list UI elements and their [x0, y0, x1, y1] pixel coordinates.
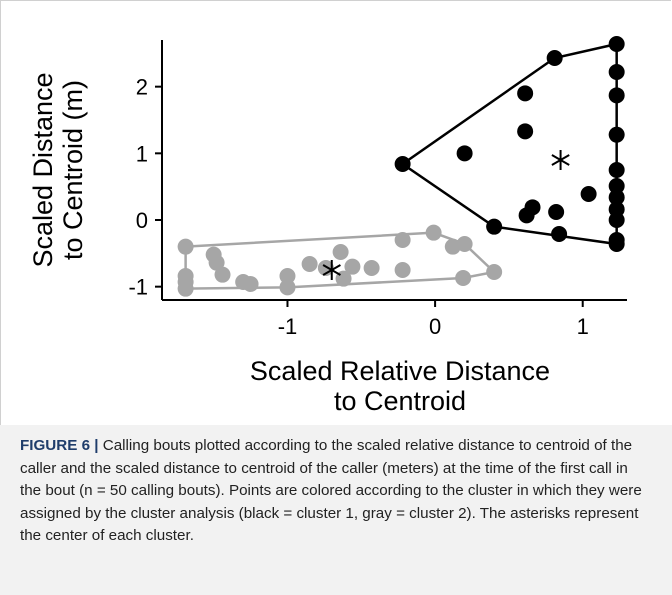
point [214, 266, 231, 283]
cluster-center [322, 260, 341, 280]
point [394, 156, 411, 172]
cluster-center [551, 150, 570, 170]
point [456, 236, 473, 252]
point [486, 218, 503, 235]
y-tick-label: 2 [136, 75, 148, 100]
y-axis-label: Scaled Distance [28, 72, 58, 267]
point [394, 232, 411, 248]
point [608, 178, 625, 194]
point [551, 226, 568, 242]
point [608, 64, 625, 80]
point [608, 236, 625, 252]
point [580, 186, 597, 202]
point [177, 238, 194, 255]
point [608, 189, 625, 206]
y-axis-label: to Centroid (m) [58, 80, 88, 260]
point [279, 279, 296, 296]
y-tick-label: -1 [128, 275, 148, 300]
point [608, 212, 625, 228]
point [608, 87, 625, 104]
asterisk-stroke [322, 264, 341, 276]
point [394, 262, 411, 278]
point [242, 276, 259, 292]
x-tick-label: 0 [429, 314, 441, 339]
point [518, 207, 535, 224]
point [363, 260, 380, 276]
point [546, 50, 563, 66]
point [608, 162, 625, 178]
point [208, 254, 225, 271]
point [608, 126, 625, 143]
x-axis-label: Scaled Relative Distance [250, 356, 550, 386]
asterisk-stroke [551, 154, 570, 166]
caption-label: FIGURE 6 | [20, 437, 99, 454]
point [608, 36, 625, 52]
point [425, 224, 442, 241]
point [455, 270, 472, 286]
point [456, 145, 473, 162]
caption-text: Calling bouts plotted according to the s… [20, 437, 642, 544]
point [301, 256, 318, 272]
point [344, 258, 361, 275]
y-tick-label: 0 [136, 208, 148, 233]
point [517, 85, 534, 102]
point [517, 123, 534, 140]
x-tick-label: -1 [278, 314, 298, 339]
x-axis-label: to Centroid [334, 386, 466, 416]
caption: FIGURE 6 | Calling bouts plotted accordi… [0, 425, 672, 595]
point [177, 280, 194, 297]
point [332, 244, 349, 260]
cluster-hull [400, 42, 618, 246]
x-tick-label: 1 [577, 314, 589, 339]
point [486, 264, 503, 280]
point [279, 268, 296, 284]
y-tick-label: 1 [136, 141, 148, 166]
point [548, 204, 565, 220]
